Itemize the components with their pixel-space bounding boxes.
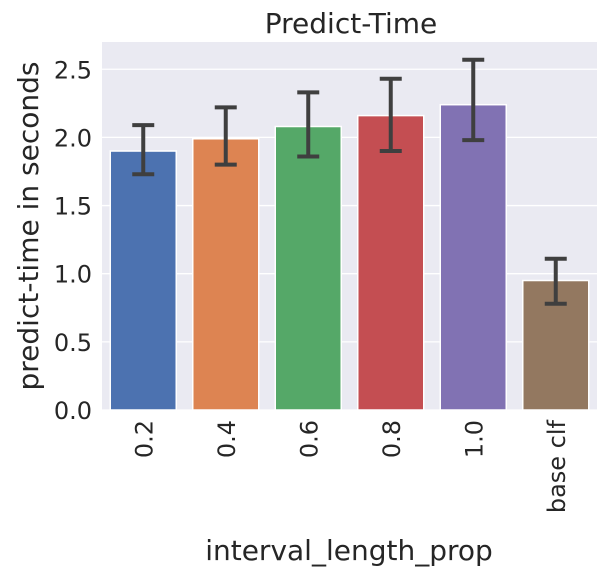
y-axis-label: predict-time in seconds <box>12 62 45 391</box>
x-tick-label: base clf <box>543 419 571 513</box>
bars <box>109 103 590 411</box>
y-tick-label: 0.5 <box>54 329 92 357</box>
x-tick-label: 0.2 <box>130 420 158 458</box>
error-bars <box>132 57 567 306</box>
plot-area <box>102 42 597 410</box>
bar-0.8 <box>357 114 425 411</box>
x-tick-label: 1.0 <box>460 420 488 458</box>
error-bar <box>214 105 237 167</box>
y-tick-labels: 0.0 0.5 1.0 1.5 2.0 2.5 <box>54 56 92 425</box>
x-tick-labels: 0.2 0.4 0.6 0.8 1.0 base clf <box>130 419 571 513</box>
gridlines <box>102 68 597 411</box>
bar-0.2 <box>109 150 177 411</box>
error-bar <box>462 57 485 143</box>
bar-0.6 <box>274 125 342 411</box>
y-tick-label: 0.0 <box>54 397 92 425</box>
error-bar <box>544 256 567 306</box>
error-bar <box>297 90 320 159</box>
error-bar <box>132 123 155 177</box>
bar-1.0 <box>439 103 507 411</box>
bar-0.4 <box>192 138 260 411</box>
x-tick-label: 0.4 <box>213 420 241 458</box>
x-axis-label: interval_length_prop <box>205 534 493 567</box>
x-tick-label: 0.6 <box>295 420 323 458</box>
y-tick-label: 1.0 <box>54 261 92 289</box>
y-tick-label: 2.0 <box>54 124 92 152</box>
y-tick-label: 1.5 <box>54 193 92 221</box>
chart-title: Predict-Time <box>265 7 438 40</box>
y-tick-label: 2.5 <box>54 56 92 84</box>
error-bar <box>379 76 402 154</box>
x-tick-label: 0.8 <box>378 420 406 458</box>
